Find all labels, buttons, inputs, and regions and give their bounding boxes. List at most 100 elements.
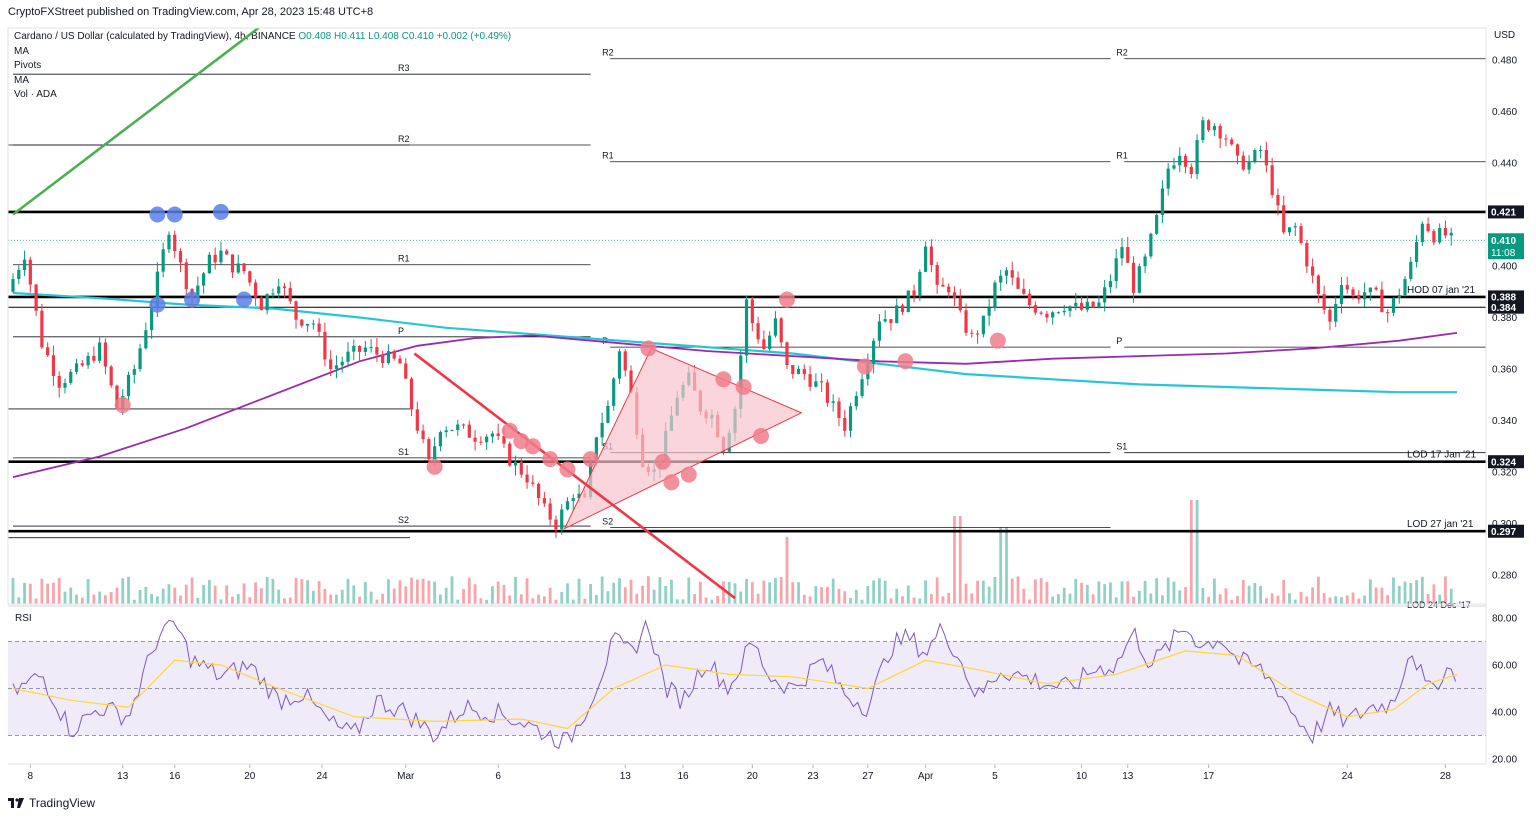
indicator-pivots[interactable]: Pivots	[14, 60, 42, 71]
candle-body	[1253, 150, 1257, 162]
candle-body	[86, 355, 90, 366]
candle-body	[1022, 288, 1026, 294]
volume-bar	[693, 594, 696, 604]
candle-body	[398, 358, 402, 364]
price-tick-label: 0.340	[1492, 416, 1517, 427]
trendline-layer	[12, 28, 803, 600]
candle-body	[1195, 140, 1199, 175]
pivot-label-r2: R2	[1116, 48, 1128, 58]
candle-body	[502, 435, 506, 444]
candle-body	[132, 369, 136, 375]
candle-body	[11, 279, 15, 292]
candle-body	[1189, 166, 1193, 175]
key-level-tag	[1488, 524, 1524, 538]
price-tick-label: 0.360	[1492, 365, 1517, 376]
volume-bar	[779, 577, 783, 604]
candle-body	[375, 347, 379, 355]
price-tick-label: 0.440	[1492, 159, 1517, 170]
candle-body	[889, 319, 893, 324]
candle-body	[22, 259, 27, 270]
trendline-group	[12, 28, 803, 600]
volume-bar	[1033, 579, 1037, 604]
red-downtrend-line	[413, 352, 736, 600]
candle-body	[1085, 301, 1089, 310]
volume-bar	[646, 576, 650, 604]
volume-bar	[722, 581, 725, 604]
symbol-title[interactable]: Cardano / US Dollar (calculated by Tradi…	[14, 31, 296, 42]
candle-body	[357, 345, 362, 352]
indicator-volume[interactable]: Vol · ADA	[14, 89, 57, 100]
rsi-pane: RSI 80.00 60.00 40.00 20.00	[8, 613, 1517, 766]
candle-body	[1004, 270, 1009, 276]
tradingview-logo[interactable]: TradingView	[8, 796, 95, 810]
volume-bar	[906, 585, 910, 604]
candle-body	[1126, 246, 1130, 263]
volume-bar	[635, 593, 639, 604]
volume-bar	[1051, 596, 1055, 604]
candle-body	[219, 250, 223, 263]
candle-body	[323, 331, 327, 360]
indicator-ma-1[interactable]: MA	[14, 45, 29, 57]
candle-body	[993, 282, 997, 308]
volume-bar	[421, 578, 425, 604]
symbol-row: Cardano / US Dollar (calculated by Tradi…	[14, 30, 511, 45]
volume-bar	[381, 593, 385, 604]
price-tick-label: 0.400	[1492, 262, 1517, 273]
volume-bar	[387, 579, 390, 604]
volume-bar	[1270, 593, 1274, 604]
volume-bar	[450, 576, 454, 604]
candle-body	[548, 503, 552, 520]
bar-countdown: 11:08	[1491, 248, 1516, 259]
candle-body	[808, 374, 812, 387]
volume-bar	[589, 583, 592, 604]
candle-body	[1328, 309, 1332, 322]
volume-bar	[826, 586, 829, 604]
candle-body	[606, 405, 610, 423]
volume-bar	[970, 593, 974, 604]
candle-body	[947, 286, 951, 293]
key-level-value: 0.421	[1491, 208, 1516, 219]
volume-bar	[156, 596, 159, 604]
indicator-ma-2[interactable]: MA	[14, 74, 29, 86]
volume-bar	[1028, 599, 1031, 604]
volume-bar	[583, 598, 587, 604]
candle-body	[294, 301, 298, 320]
time-tick-label: 13	[117, 771, 129, 782]
volume-bar	[958, 516, 962, 604]
candle-body	[248, 271, 252, 283]
time-tick-label: 27	[862, 771, 874, 782]
volume-bar	[1426, 594, 1430, 604]
volume-bar	[1420, 576, 1424, 604]
pivot-label-s1: S1	[1116, 442, 1127, 452]
volume-bar	[1363, 595, 1366, 604]
volume-bar	[548, 587, 552, 604]
volume-bar	[311, 590, 315, 604]
volume-bar	[1293, 599, 1297, 604]
volume-bar	[1345, 595, 1349, 604]
candle-body	[519, 461, 523, 475]
candle-body	[1039, 312, 1043, 314]
candle-body	[1299, 226, 1303, 244]
volume-bar	[641, 585, 644, 604]
volume-bar	[1374, 587, 1378, 604]
moving-average-fast	[12, 291, 1457, 394]
time-tick-label: 10	[1076, 771, 1088, 782]
volume-bar	[814, 586, 818, 604]
candle-body	[623, 351, 627, 371]
volume-bar	[1091, 594, 1095, 604]
volume-bar	[17, 597, 21, 604]
candle-body	[1264, 149, 1268, 166]
volume-bar	[1097, 581, 1101, 604]
chart-legend: Cardano / US Dollar (calculated by Tradi…	[14, 30, 511, 103]
volume-bar	[710, 599, 714, 604]
volume-bar	[618, 578, 621, 604]
volume-bar	[924, 580, 928, 604]
volume-bar	[52, 582, 55, 604]
volume-bar	[843, 591, 847, 604]
volume-bar	[242, 583, 246, 604]
moving-average-slow	[12, 332, 1458, 478]
rsi-ma-line	[12, 650, 1458, 730]
candle-body	[202, 273, 206, 286]
time-tick-label: 24	[316, 771, 328, 782]
